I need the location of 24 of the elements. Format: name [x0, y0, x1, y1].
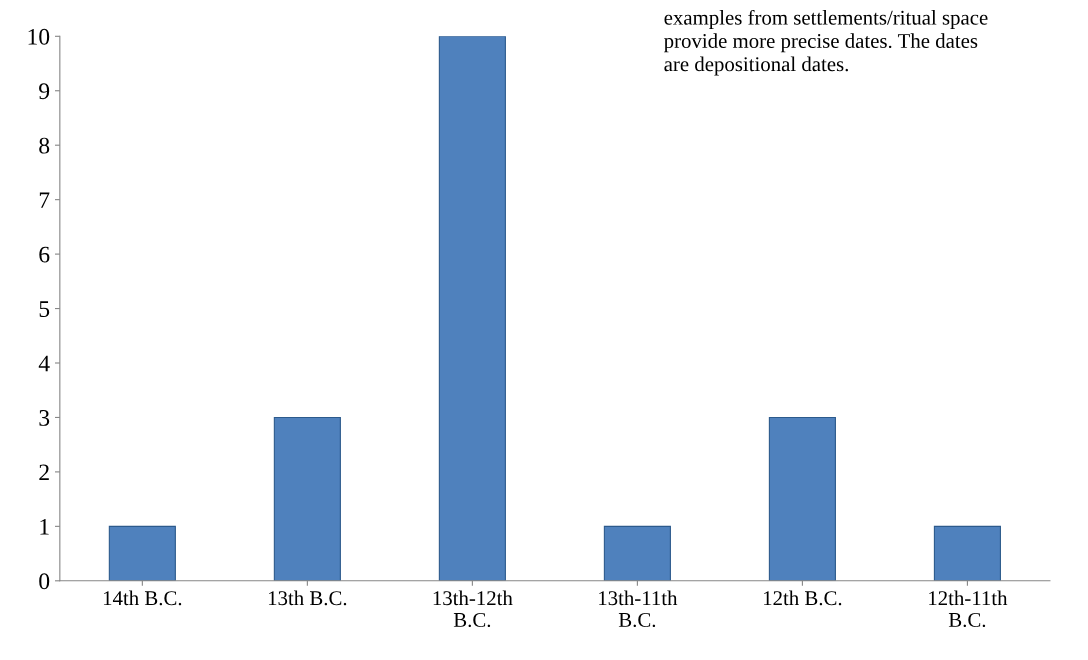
y-tick-label: 6 [39, 246, 50, 263]
bar [438, 36, 506, 581]
y-tick-label: 5 [39, 301, 50, 317]
x-tick-label: 12th-11th B.C. [929, 590, 1008, 628]
x-tick-label: 13th B.C. [268, 590, 347, 606]
y-tick-label: 7 [39, 192, 50, 208]
y-tick-label: 3 [39, 410, 50, 426]
y-tick-label: 9 [39, 83, 50, 100]
y-tick-label: 1 [40, 518, 49, 535]
y-tick-label: 8 [39, 137, 50, 154]
bar [108, 525, 176, 581]
bar [933, 525, 1001, 581]
bar [768, 416, 836, 581]
bar [273, 416, 341, 581]
x-tick-label: 13th-12th B.C. [433, 590, 513, 628]
y-tick-label: 10 [28, 28, 50, 45]
x-tick-label: 13th-11th B.C. [599, 590, 678, 628]
x-tick-label: 14th B.C. [103, 590, 182, 606]
bar [603, 525, 671, 581]
annotation: examples from settlements/ritual space provide more precise dates. The dates are depositional dates. [664, 9, 988, 76]
y-tick-label: 4 [38, 355, 50, 372]
y-tick-label: 0 [39, 573, 50, 590]
y-tick-label: 2 [39, 464, 49, 481]
x-tick-label: 12th B.C. [764, 590, 842, 606]
